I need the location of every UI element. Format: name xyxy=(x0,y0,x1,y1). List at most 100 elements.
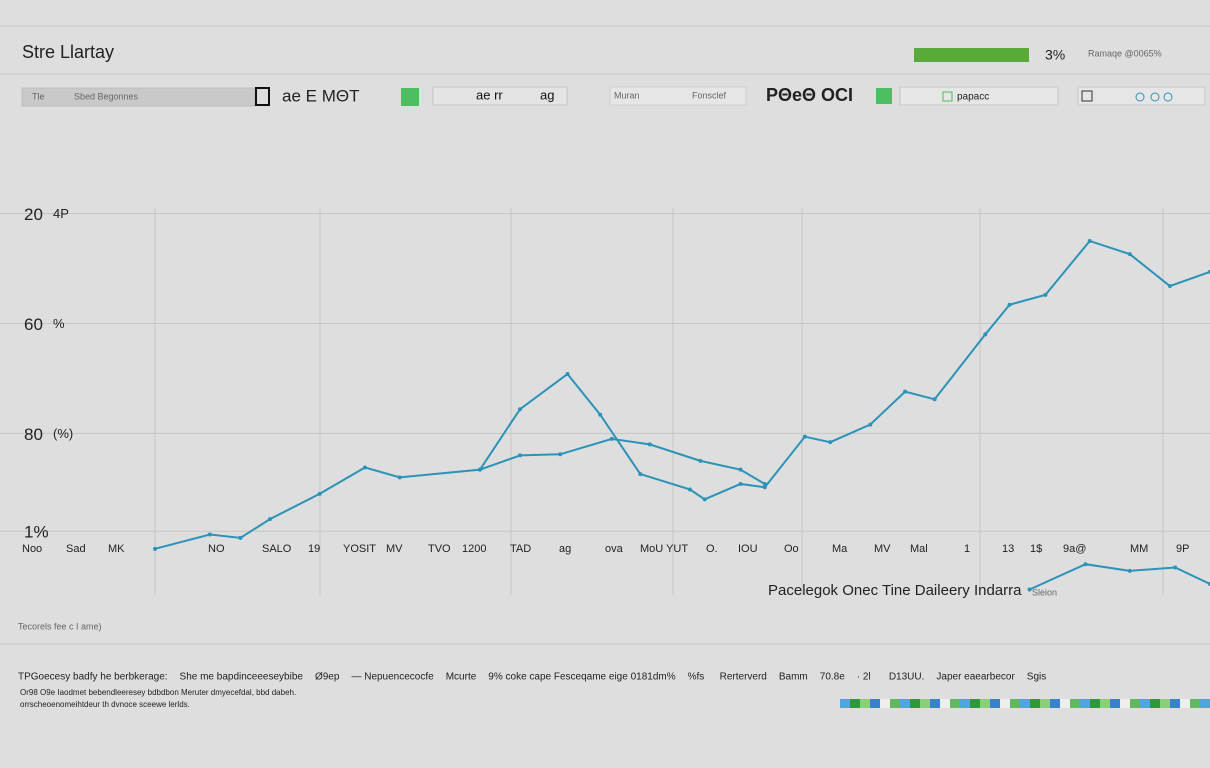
search-label: Tle xyxy=(32,91,45,101)
color-segment xyxy=(990,699,1000,708)
x-tick-label: ag xyxy=(559,543,571,555)
field-a: Muran xyxy=(614,90,640,100)
x-tick-label: TAD xyxy=(510,543,531,555)
point xyxy=(477,467,482,472)
color-segment xyxy=(930,699,940,708)
select-value: papacc xyxy=(957,92,989,103)
footer-text: She me bapdinceeeseybibe xyxy=(180,672,304,683)
footer-text: Or98 O9e Iaodmet bebendleeresey bdbdbon … xyxy=(20,688,296,697)
toolbar-box[interactable] xyxy=(432,86,568,106)
color-segment xyxy=(1010,699,1020,708)
toolbar-group[interactable]: ag xyxy=(540,87,554,102)
select[interactable] xyxy=(899,86,1059,106)
point xyxy=(1007,302,1012,307)
color-segment xyxy=(1090,699,1100,708)
color-segment xyxy=(1200,699,1210,708)
x-tick-label: MK xyxy=(108,543,125,555)
status-text: Ramaqe @0065% xyxy=(1088,48,1162,58)
x-tick-label: SALO xyxy=(262,543,292,555)
point xyxy=(1173,565,1178,570)
color-segment xyxy=(850,699,860,708)
color-segment xyxy=(870,699,880,708)
color-segment xyxy=(1070,699,1080,708)
annotation: Pacelegok Onec Tine Daileery Indarra xyxy=(768,582,1022,599)
color-segment xyxy=(1020,699,1030,708)
x-tick-label: ova xyxy=(605,543,624,555)
point xyxy=(687,487,692,492)
color-segment xyxy=(1000,699,1010,708)
icon[interactable] xyxy=(1163,92,1173,102)
icon[interactable] xyxy=(255,87,270,106)
x-tick-label: MoU YUT xyxy=(640,543,688,555)
point xyxy=(558,452,563,457)
toolbar-group[interactable]: ΡΘeΘ OCI xyxy=(766,85,853,105)
color-segment xyxy=(1030,699,1040,708)
footer-note: Tecorels fee c I ame) xyxy=(18,621,102,631)
color-segment xyxy=(1040,699,1050,708)
x-tick-label: Mal xyxy=(910,543,928,555)
point xyxy=(1083,562,1088,567)
x-tick-label: Noo xyxy=(22,543,42,555)
footer-text: Rerterverd xyxy=(720,672,767,683)
progress-bar xyxy=(914,48,1029,62)
line-series xyxy=(479,437,766,485)
x-tick-label: IOU xyxy=(738,543,758,555)
color-segment xyxy=(1080,699,1090,708)
point xyxy=(647,442,652,447)
x-tick-label: 19 xyxy=(308,543,320,555)
toolbar-group[interactable]: ae E MΘT xyxy=(282,86,359,105)
x-tick-label: Oo xyxy=(784,543,799,555)
y-unit: 4P xyxy=(53,206,69,221)
x-tick-label: 9P xyxy=(1176,543,1189,555)
x-tick-label: TVO xyxy=(428,543,451,555)
icon[interactable] xyxy=(1150,92,1160,102)
footer-text: · 2l xyxy=(857,672,871,683)
x-tick-label: MM xyxy=(1130,543,1148,555)
green-button[interactable] xyxy=(401,88,419,106)
point xyxy=(638,472,643,477)
color-segment xyxy=(940,699,950,708)
icon[interactable] xyxy=(1081,90,1093,102)
point xyxy=(1043,292,1048,297)
icon[interactable] xyxy=(1135,92,1145,102)
point xyxy=(397,475,402,480)
toolbar-group[interactable]: ae rr xyxy=(476,87,503,102)
point xyxy=(932,397,937,402)
color-segment xyxy=(1180,699,1190,708)
search-box[interactable] xyxy=(21,87,256,107)
y-tick-label: 60 xyxy=(24,315,43,334)
color-segment xyxy=(1130,699,1140,708)
point xyxy=(983,332,988,337)
footer-text: Mcurte xyxy=(446,672,477,683)
icon-bar[interactable] xyxy=(1077,86,1206,106)
page-title: Stre Llartay xyxy=(22,42,114,62)
color-segment xyxy=(1120,699,1130,708)
color-segment xyxy=(860,699,870,708)
icon xyxy=(942,91,953,102)
field-b: Fonsclef xyxy=(692,90,727,100)
field[interactable] xyxy=(609,86,747,106)
x-tick-label: NO xyxy=(208,543,225,555)
point xyxy=(267,517,272,522)
color-segment xyxy=(1050,699,1060,708)
color-segment xyxy=(920,699,930,708)
point xyxy=(362,465,367,470)
point xyxy=(1167,284,1172,289)
green-button[interactable] xyxy=(876,88,892,104)
point xyxy=(738,481,743,486)
point xyxy=(153,546,157,551)
x-tick-label: 1 xyxy=(964,543,970,555)
color-segment xyxy=(1140,699,1150,708)
x-tick-label: MV xyxy=(874,543,891,555)
annotation-small: Sleion xyxy=(1032,587,1057,597)
point xyxy=(738,467,743,472)
point xyxy=(238,535,243,540)
point xyxy=(702,497,707,502)
progress-label: 3% xyxy=(1045,47,1065,63)
point xyxy=(1087,238,1092,243)
color-segment xyxy=(950,699,960,708)
footer-text: TPGoecesy badfy he berbkerage: xyxy=(18,672,168,683)
color-segment xyxy=(960,699,970,708)
footer-text: Sgis xyxy=(1027,672,1046,683)
